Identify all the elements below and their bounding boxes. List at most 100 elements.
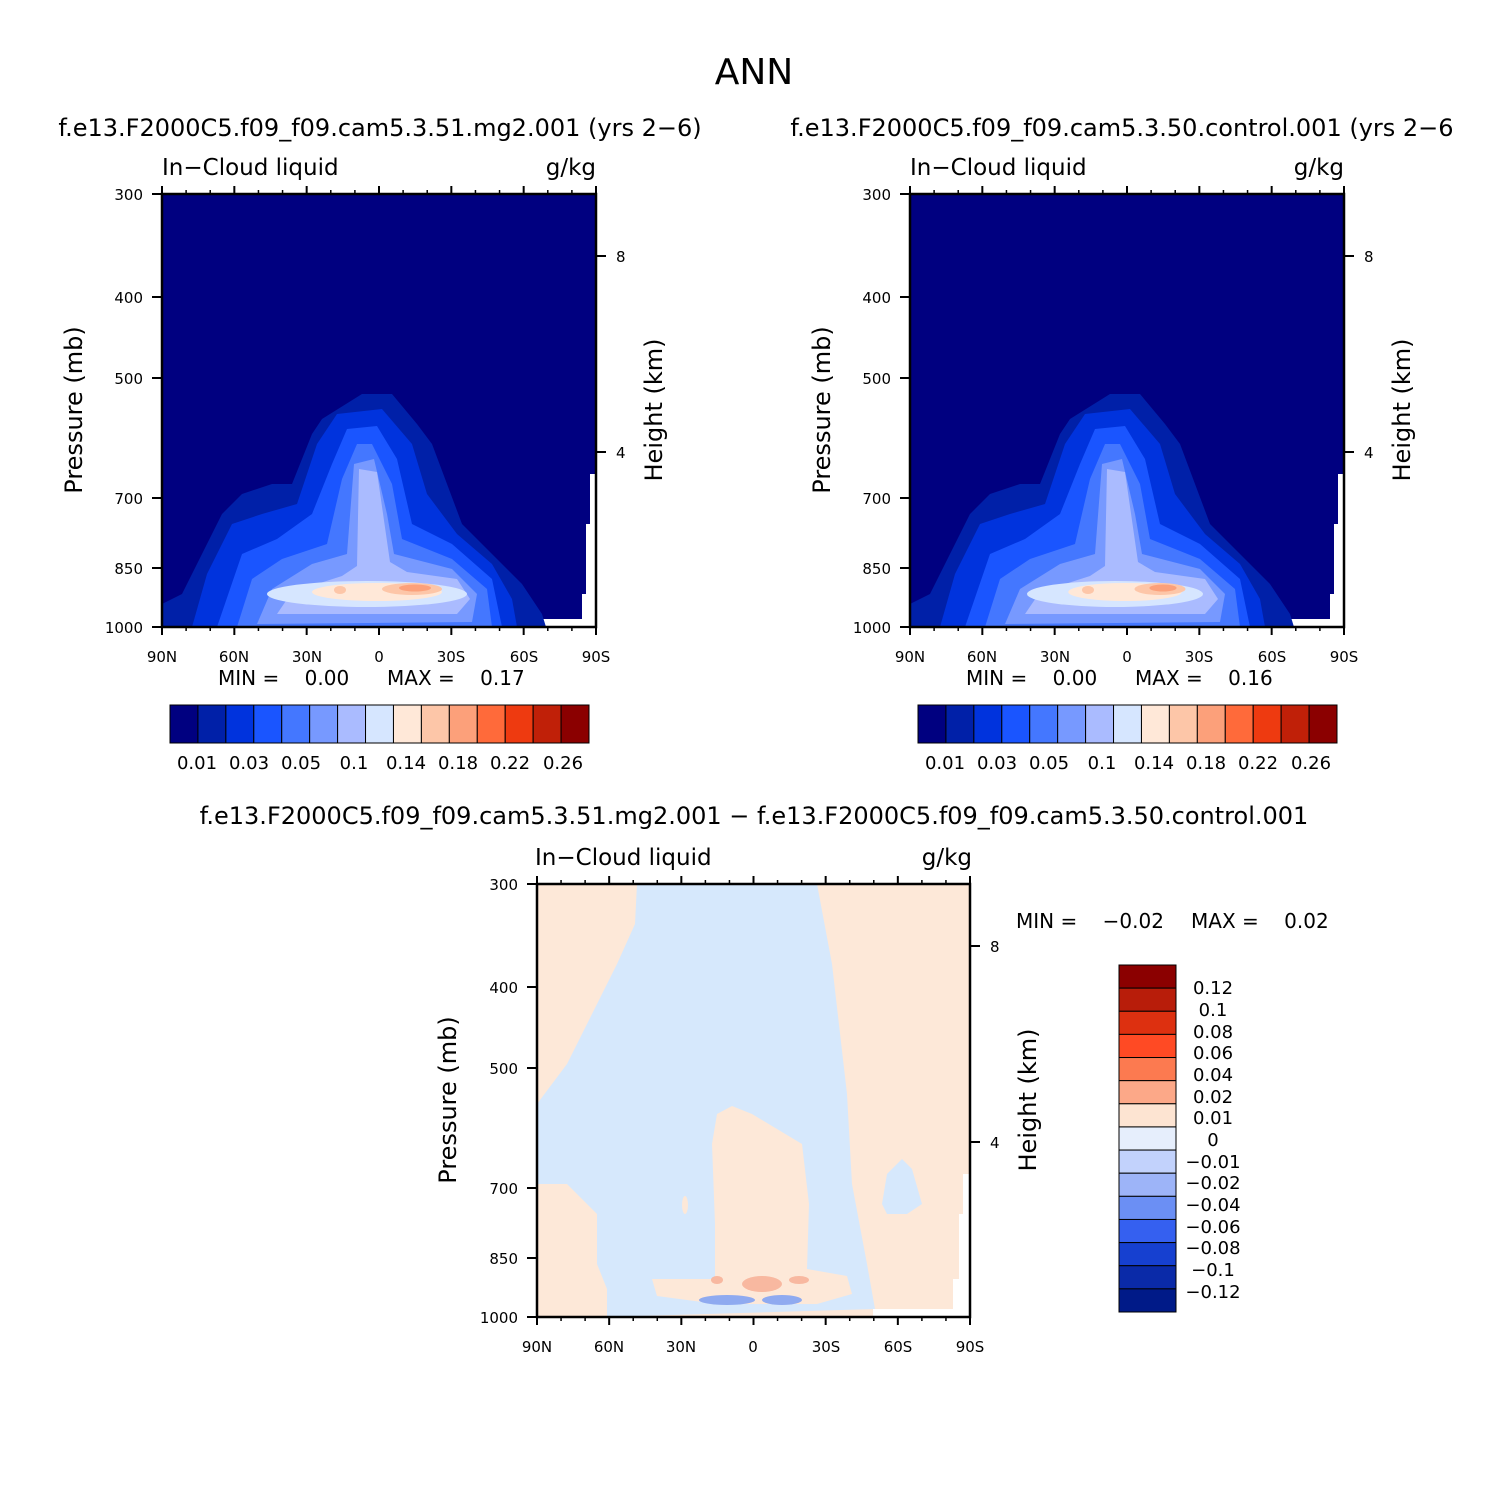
panel-test-right-label: g/kg bbox=[546, 155, 596, 181]
panel-control-colorbar bbox=[917, 704, 1338, 744]
panel-diff-xtick-30n: 30N bbox=[666, 1338, 696, 1356]
panel-control-xtick-60n: 60N bbox=[967, 648, 997, 666]
colorbar-box bbox=[1118, 1010, 1177, 1035]
panel-diff-xtick-90n: 90N bbox=[522, 1338, 552, 1356]
panel-test-xtick-30s: 30S bbox=[437, 648, 466, 666]
panel-test-y2tick-4: 4 bbox=[616, 444, 626, 462]
panel-test-xtick-90s: 90S bbox=[582, 648, 611, 666]
panel-diff-field bbox=[537, 884, 970, 1317]
panel-diff-y2tick-4: 4 bbox=[990, 1134, 1000, 1152]
colorbar-box bbox=[1224, 704, 1254, 744]
panel-test-field bbox=[162, 194, 596, 627]
panel-control-xtick-90n: 90N bbox=[895, 648, 925, 666]
colorbar-box bbox=[1118, 1218, 1177, 1244]
colorbar-box bbox=[448, 704, 478, 744]
diff-cool-spot bbox=[699, 1295, 755, 1305]
panel-control-title: f.e13.F2000C5.f09_f09.cam5.3.50.control.… bbox=[790, 114, 1453, 142]
panel-test-title: f.e13.F2000C5.f09_f09.cam5.3.51.mg2.001 … bbox=[58, 114, 701, 142]
contour-level-6 bbox=[277, 469, 470, 614]
panel-control-ylabel: Pressure (mb) bbox=[808, 326, 836, 493]
figure-title: ANN bbox=[715, 52, 794, 93]
panel-diff-ytick-500: 500 bbox=[489, 1060, 518, 1078]
colorbar-box bbox=[253, 704, 283, 744]
panel-test-min: MIN = 0.00 bbox=[218, 666, 349, 690]
colorbar-box bbox=[1118, 987, 1177, 1012]
panel-control-field bbox=[910, 194, 1344, 627]
panel-diff-right-label: g/kg bbox=[922, 845, 972, 871]
colorbar-box bbox=[1196, 704, 1226, 744]
panel-control-xtick-0: 0 bbox=[1122, 648, 1132, 666]
colorbar-box bbox=[1118, 1149, 1177, 1174]
panel-control-y2tick-4: 4 bbox=[1364, 444, 1374, 462]
colorbar-box bbox=[1001, 704, 1031, 744]
panel-diff-colorbar bbox=[1118, 964, 1177, 1313]
diff-negative-pocket bbox=[882, 1159, 922, 1214]
panel-control-cbar-label: 0.26 bbox=[1291, 753, 1331, 774]
panel-test-ytick-700: 700 bbox=[114, 490, 143, 508]
colorbar-box bbox=[945, 704, 975, 744]
panel-test-cbar-label: 0.22 bbox=[490, 753, 530, 774]
panel-diff-ticks bbox=[527, 876, 980, 1325]
panel-control-cbar-label: 0.01 bbox=[925, 753, 965, 774]
colorbar-box bbox=[973, 704, 1003, 744]
panel-diff-cbar-label: 0.12 bbox=[1193, 978, 1233, 999]
panel-test-ytick-850: 850 bbox=[114, 560, 143, 578]
colorbar-box bbox=[1280, 704, 1310, 744]
panel-test-xtick-30n: 30N bbox=[292, 648, 322, 666]
colorbar-box bbox=[1118, 1242, 1177, 1267]
panel-diff-ylabel: Pressure (mb) bbox=[434, 1016, 462, 1183]
panel-control-ytick-850: 850 bbox=[862, 560, 891, 578]
colorbar-box bbox=[169, 704, 199, 744]
colorbar-box bbox=[1085, 704, 1115, 744]
panel-control-xtick-30n: 30N bbox=[1040, 648, 1070, 666]
panel-test-cbar-label: 0.01 bbox=[177, 753, 217, 774]
panel-diff: f.e13.F2000C5.f09_f09.cam5.3.51.mg2.001 … bbox=[200, 802, 1329, 1356]
panel-control-cbar-label: 0.03 bbox=[977, 753, 1017, 774]
panel-test-ytick-400: 400 bbox=[114, 289, 143, 307]
missing-data-region bbox=[1246, 474, 1344, 627]
panel-control-xtick-30s: 30S bbox=[1185, 648, 1214, 666]
colorbar-box bbox=[1118, 1080, 1177, 1105]
panel-control-right-label: g/kg bbox=[1294, 155, 1344, 181]
panel-diff-xtick-60s: 60S bbox=[884, 1338, 913, 1356]
colorbar-box bbox=[1029, 704, 1059, 744]
panel-test: f.e13.F2000C5.f09_f09.cam5.3.51.mg2.001 … bbox=[58, 114, 701, 774]
panel-test-ylabel: Pressure (mb) bbox=[60, 326, 88, 493]
colorbar-box bbox=[1118, 1057, 1177, 1082]
colorbar-box bbox=[1118, 1172, 1177, 1197]
panel-test-cbar-label: 0.14 bbox=[386, 753, 426, 774]
panel-diff-cbar-label: 0.04 bbox=[1193, 1065, 1233, 1086]
panel-diff-cbar-label: −0.02 bbox=[1185, 1173, 1240, 1194]
panel-control-min: MIN = 0.00 bbox=[966, 666, 1097, 690]
panel-test-xtick-60n: 60N bbox=[219, 648, 249, 666]
panel-test-y2label: Height (km) bbox=[640, 339, 668, 482]
panel-test-xtick-0: 0 bbox=[374, 648, 384, 666]
panel-diff-cbar-label: 0.08 bbox=[1193, 1022, 1233, 1043]
colorbar-box bbox=[532, 704, 562, 744]
missing-data-region bbox=[873, 1174, 970, 1317]
colorbar-box bbox=[1057, 704, 1087, 744]
colorbar-box bbox=[1140, 704, 1170, 744]
panel-diff-cbar-label: 0.1 bbox=[1199, 1000, 1228, 1021]
panel-control-y2tick-8: 8 bbox=[1364, 248, 1374, 266]
panel-test-xtick-90n: 90N bbox=[147, 648, 177, 666]
panel-control-xtick-90s: 90S bbox=[1330, 648, 1359, 666]
colorbar-box bbox=[365, 704, 394, 744]
colorbar-box bbox=[1113, 704, 1142, 744]
missing-data-region bbox=[498, 474, 596, 627]
panel-control: f.e13.F2000C5.f09_f09.cam5.3.50.control.… bbox=[790, 114, 1453, 774]
panel-diff-y2tick-8: 8 bbox=[990, 938, 1000, 956]
contour-level-10 bbox=[1149, 584, 1177, 592]
colorbar-box bbox=[1118, 1033, 1177, 1059]
panel-control-xtick-60s: 60S bbox=[1258, 648, 1287, 666]
diff-warm-spot bbox=[742, 1276, 782, 1292]
colorbar-box bbox=[197, 704, 227, 744]
panel-control-left-label: In−Cloud liquid bbox=[910, 155, 1087, 181]
colorbar-box bbox=[1168, 704, 1198, 744]
contour-level-9 bbox=[1082, 586, 1094, 594]
panel-diff-min: MIN = −0.02 bbox=[1016, 909, 1164, 933]
panel-test-left-label: In−Cloud liquid bbox=[162, 155, 339, 181]
panel-test-cbar-label: 0.1 bbox=[340, 753, 369, 774]
contour-level-6 bbox=[1025, 469, 1218, 614]
